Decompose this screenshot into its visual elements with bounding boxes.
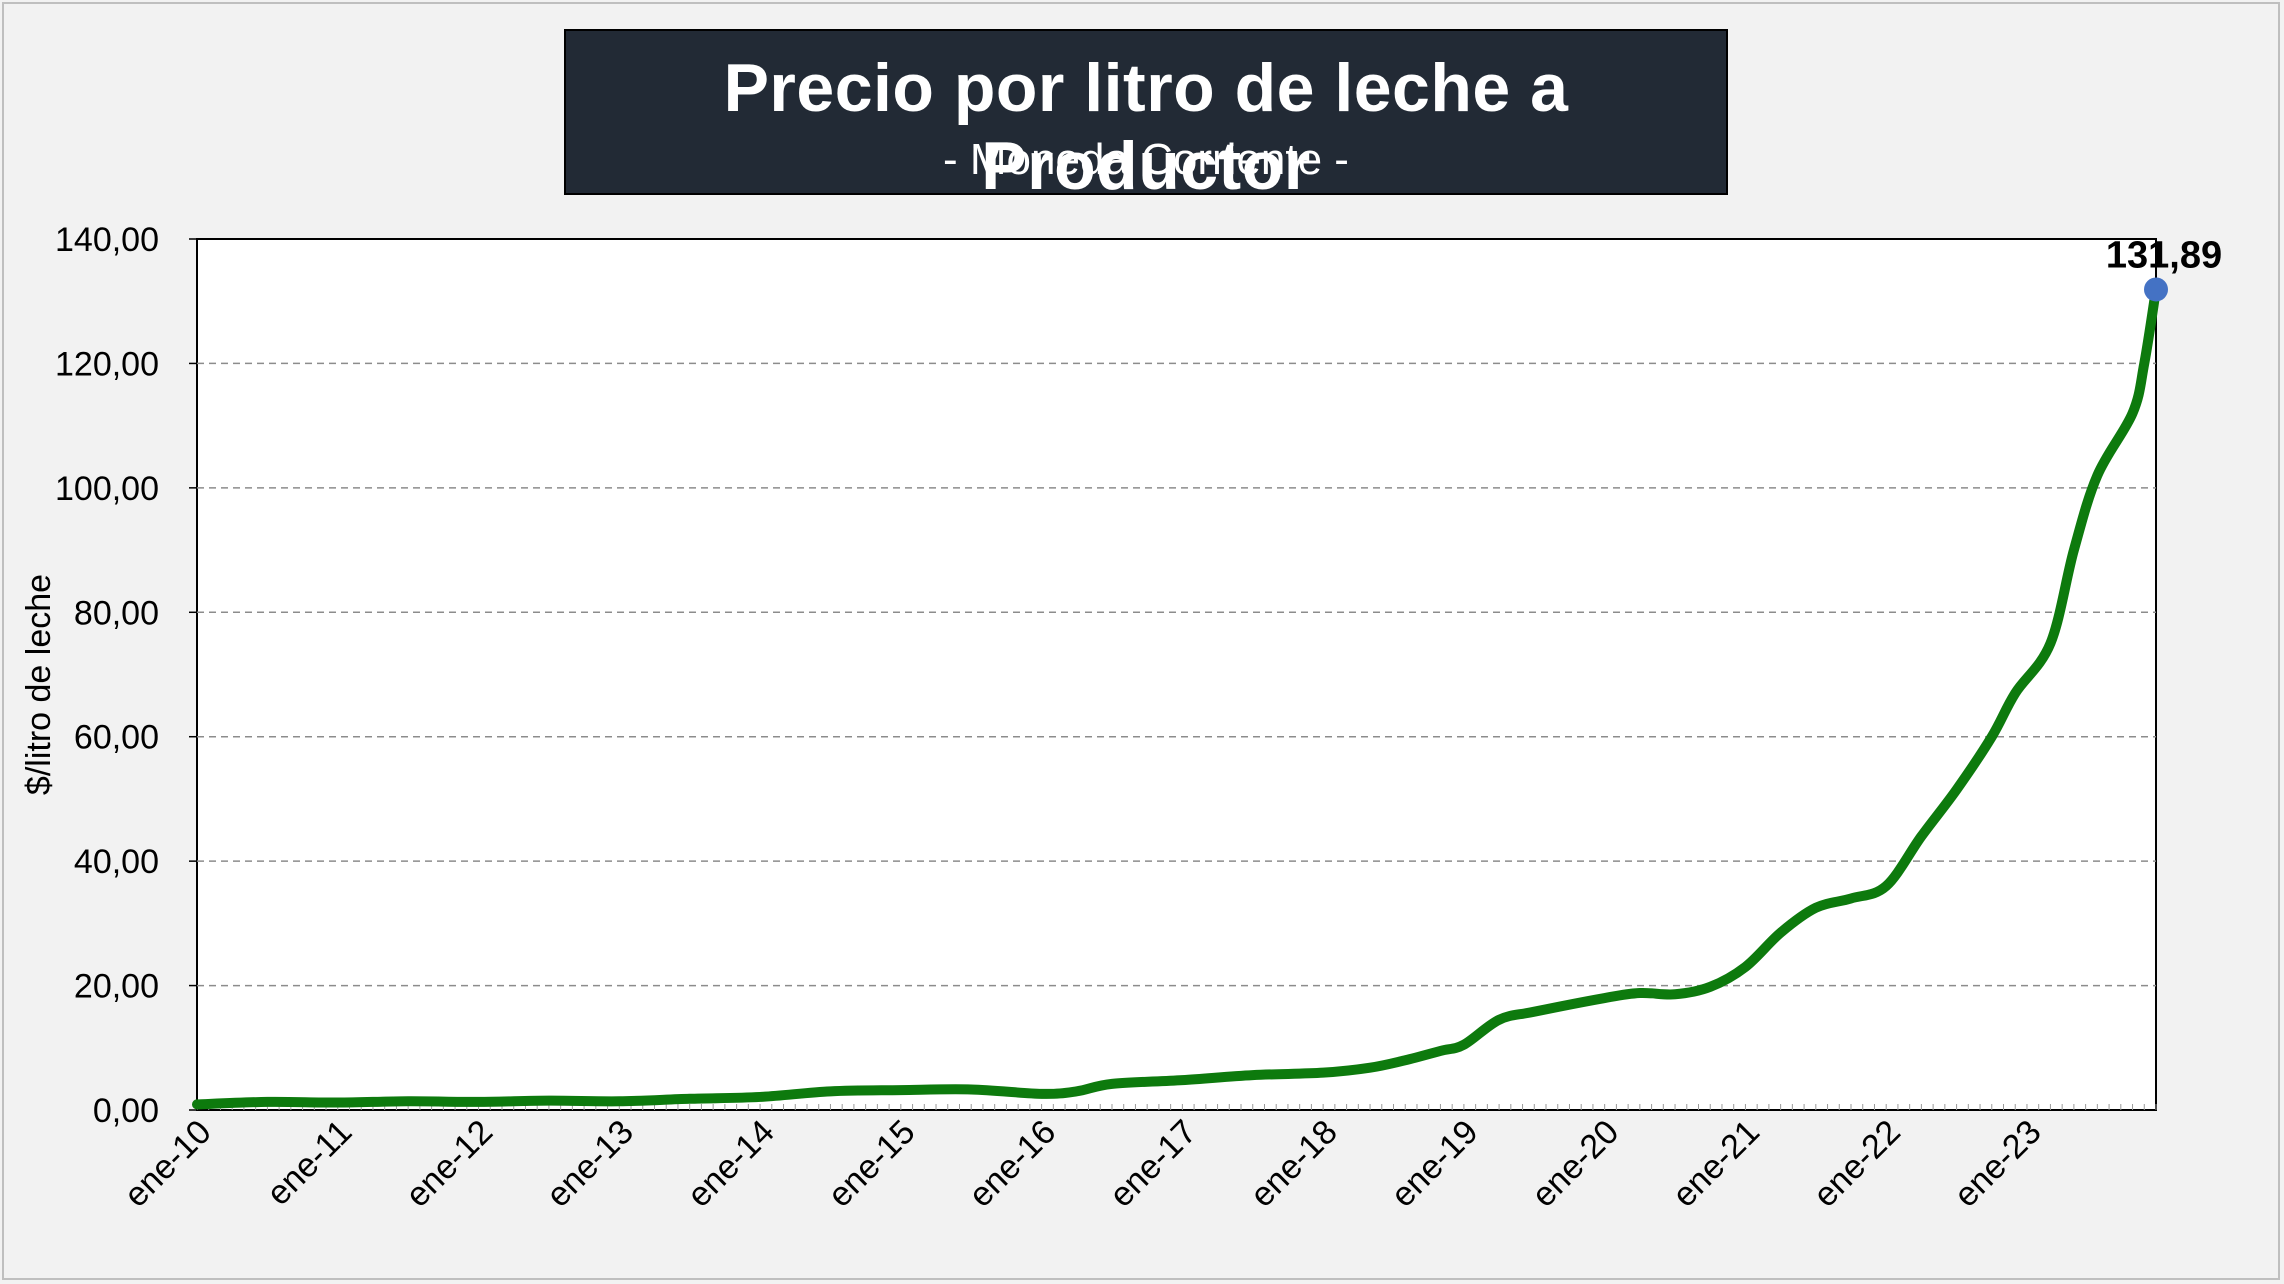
y-tick-label: 80,00	[74, 594, 159, 632]
y-tick-label: 100,00	[55, 470, 159, 508]
last-value-label: 131,89	[2106, 234, 2222, 276]
series-line	[192, 284, 2161, 1110]
x-tick-label: ene-19	[1384, 1113, 1486, 1215]
x-tick-label: ene-11	[259, 1113, 359, 1213]
x-tick-label: ene-13	[539, 1113, 641, 1215]
series-layer	[192, 284, 2161, 1110]
y-tick-label: 40,00	[74, 843, 159, 881]
chart-title-box: Precio por litro de leche a Productor - …	[564, 29, 1728, 204]
last-value-marker	[2144, 277, 2168, 302]
grid-lines	[197, 362, 2156, 987]
y-tick-label: 120,00	[55, 345, 159, 383]
annotation-layer: 131,89	[2106, 234, 2222, 302]
y-tick-label: 140,00	[55, 221, 159, 259]
x-tick-label: ene-15	[821, 1113, 923, 1215]
y-tick-labels: 0,00 20,00 40,00 60,00 80,00 100,00 120,00 140,…	[55, 221, 197, 1130]
chart-subtitle: - Moneda Corriente -	[943, 135, 1349, 184]
y-tick-label: 60,00	[74, 719, 159, 757]
y-tick-label: 0,00	[93, 1092, 159, 1130]
x-tick-label: ene-16	[962, 1113, 1064, 1215]
x-tick-label: ene-21	[1665, 1113, 1767, 1215]
x-tick-label: ene-23	[1947, 1113, 2049, 1215]
x-tick-label: ene-20	[1525, 1113, 1627, 1215]
x-tick-label: ene-17	[1102, 1113, 1204, 1215]
x-tick-label: ene-18	[1243, 1113, 1345, 1215]
x-tick-label: ene-12	[398, 1113, 500, 1215]
plot-area	[196, 238, 2157, 1111]
chart-title: Precio por litro de leche a Productor	[723, 50, 1569, 204]
x-tick-label: ene-22	[1806, 1113, 1908, 1215]
y-axis-label: $/litro de leche	[20, 574, 58, 795]
y-tick-label: 20,00	[74, 968, 159, 1006]
x-tick-label: ene-14	[680, 1113, 782, 1215]
x-tick-labels: ene-10 ene-11 ene-12 ene-13 ene-14 ene-15 ene-…	[117, 1113, 2049, 1215]
